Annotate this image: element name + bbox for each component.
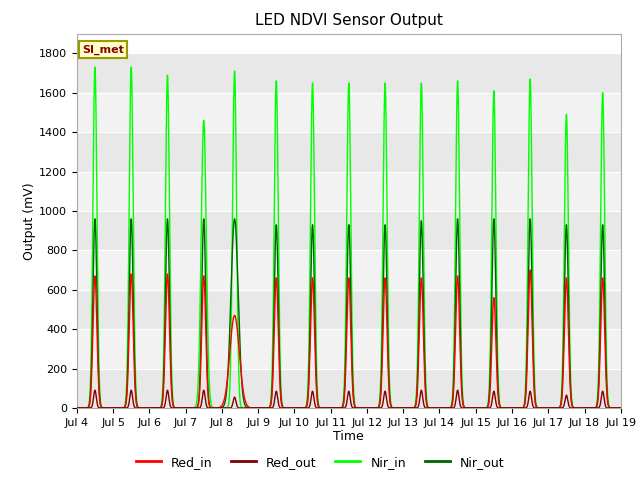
Bar [77, 53, 621, 93]
Bar [77, 329, 621, 369]
Bar [77, 251, 621, 290]
Title: LED NDVI Sensor Output: LED NDVI Sensor Output [255, 13, 443, 28]
Y-axis label: Output (mV): Output (mV) [23, 182, 36, 260]
Bar [77, 132, 621, 171]
X-axis label: Time: Time [333, 431, 364, 444]
Bar [77, 290, 621, 329]
Legend: Red_in, Red_out, Nir_in, Nir_out: Red_in, Red_out, Nir_in, Nir_out [131, 451, 509, 474]
Text: SI_met: SI_met [82, 45, 124, 55]
Bar [77, 93, 621, 132]
Bar [77, 211, 621, 251]
Bar [77, 369, 621, 408]
Bar [77, 171, 621, 211]
